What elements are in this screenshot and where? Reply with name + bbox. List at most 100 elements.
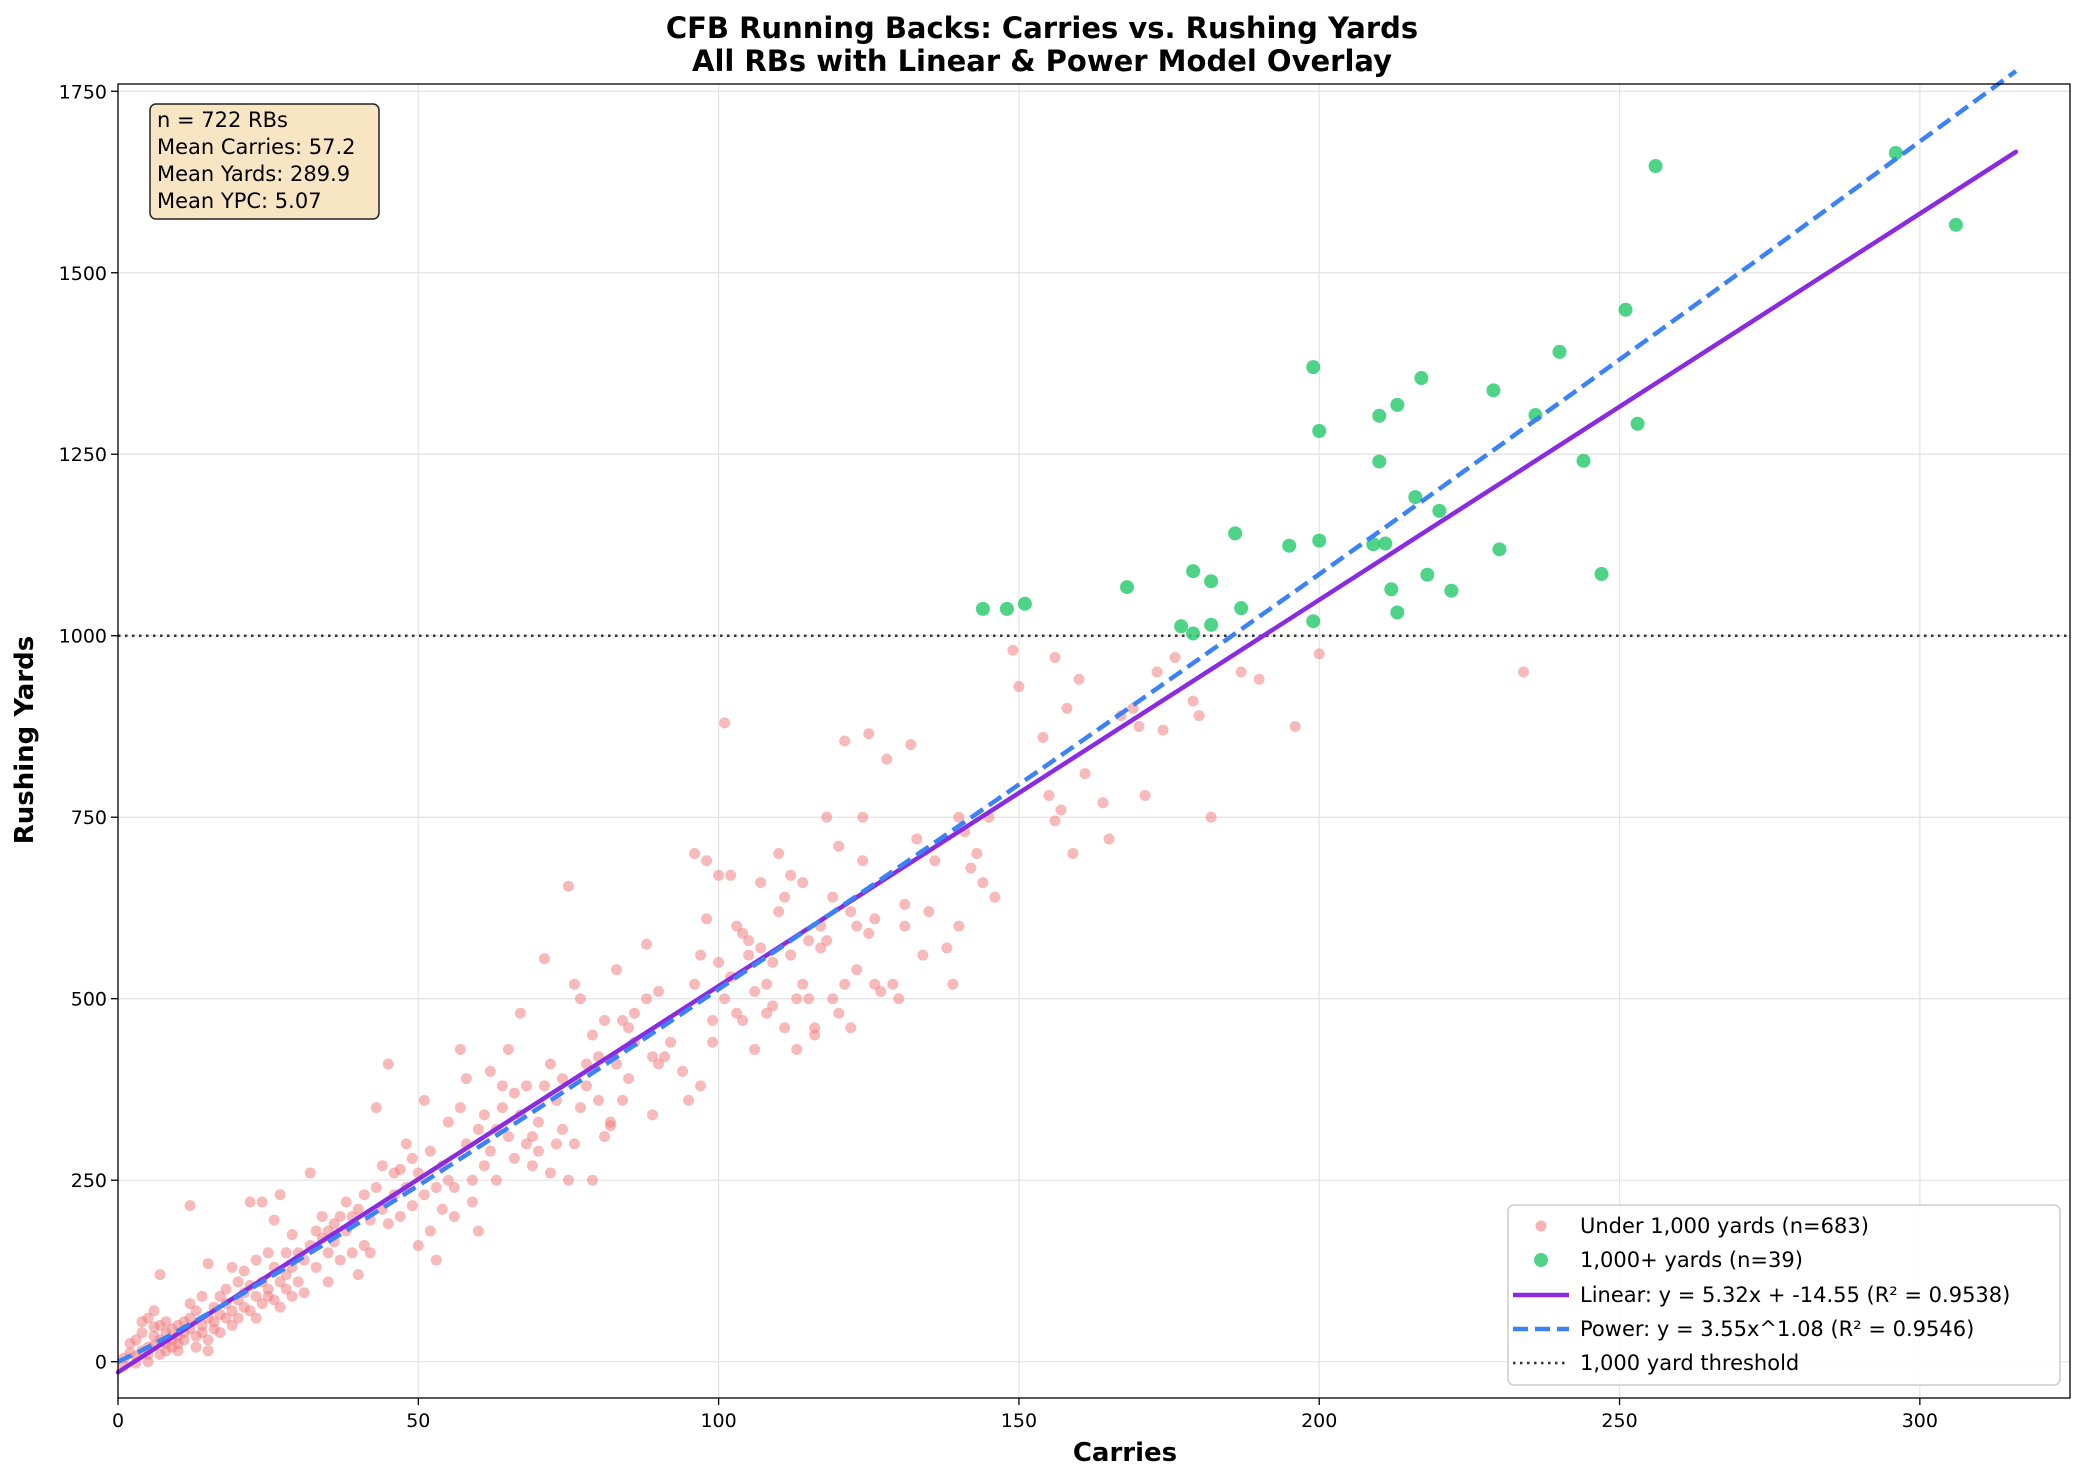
point-under-1000 [232,1312,244,1324]
point-under-1000 [839,735,851,747]
point-under-1000 [268,1294,280,1306]
point-under-1000 [1049,815,1061,827]
point-under-1000 [328,1218,340,1230]
point-under-1000 [905,739,917,751]
point-under-1000 [833,840,845,852]
point-under-1000 [538,953,550,965]
point-1000-plus [1306,614,1321,629]
point-under-1000 [400,1138,412,1150]
chart-title: CFB Running Backs: Carries vs. Rushing Y… [666,11,1418,45]
point-under-1000 [713,956,725,968]
point-under-1000 [695,1080,707,1092]
point-under-1000 [334,1254,346,1266]
point-1000-plus [1174,619,1189,634]
point-under-1000 [641,993,653,1005]
point-under-1000 [1151,666,1163,678]
y-tick-label: 1750 [59,81,107,103]
point-under-1000 [280,1283,292,1295]
point-under-1000 [280,1247,292,1259]
point-under-1000 [653,1058,665,1070]
point-under-1000 [629,1007,641,1019]
stats-box: n = 722 RBs Mean Carries: 57.2 Mean Yard… [149,103,380,220]
point-under-1000 [142,1312,154,1324]
y-tick-label: 1250 [59,444,107,466]
point-under-1000 [1043,789,1055,801]
x-tick-label: 0 [112,1410,124,1432]
point-under-1000 [220,1283,232,1295]
point-under-1000 [809,1029,821,1041]
point-1000-plus [1420,567,1435,582]
point-under-1000 [526,1160,538,1172]
point-under-1000 [1097,797,1109,809]
point-under-1000 [911,833,923,845]
point-under-1000 [406,1200,418,1212]
point-under-1000 [647,1051,659,1063]
point-under-1000 [869,913,881,925]
y-tick-label: 1000 [59,626,107,648]
point-under-1000 [394,1211,406,1223]
point-under-1000 [749,1044,761,1056]
point-under-1000 [1103,833,1115,845]
point-under-1000 [1037,731,1049,743]
point-under-1000 [791,1044,803,1056]
point-1000-plus [1618,302,1633,317]
point-under-1000 [466,1174,478,1186]
point-under-1000 [448,1181,460,1193]
point-under-1000 [791,993,803,1005]
point-under-1000 [250,1290,262,1302]
point-under-1000 [689,978,701,990]
point-under-1000 [424,1145,436,1157]
point-under-1000 [226,1261,238,1273]
point-under-1000 [274,1276,286,1288]
point-under-1000 [376,1160,388,1172]
x-tick-label: 300 [1902,1410,1938,1432]
point-under-1000 [490,1174,502,1186]
point-under-1000 [304,1167,316,1179]
point-under-1000 [725,869,737,881]
x-tick-label: 150 [1001,1410,1037,1432]
point-under-1000 [1193,710,1205,722]
point-under-1000 [496,1102,508,1114]
point-under-1000 [821,811,833,823]
point-under-1000 [665,1036,677,1048]
point-under-1000 [701,913,713,925]
point-under-1000 [160,1316,172,1328]
point-under-1000 [719,717,731,729]
point-under-1000 [358,1189,370,1201]
point-under-1000 [184,1200,196,1212]
point-under-1000 [592,1094,604,1106]
point-under-1000 [1169,652,1181,664]
point-under-1000 [520,1138,532,1150]
legend-marker-1000-plus [1534,1253,1548,1267]
point-under-1000 [508,1152,520,1164]
point-under-1000 [797,877,809,889]
point-under-1000 [202,1345,214,1357]
point-under-1000 [1133,720,1145,732]
point-under-1000 [1139,789,1151,801]
point-1000-plus [1120,580,1135,595]
legend-label-1000-plus: 1,000+ yards (n=39) [1580,1248,1803,1272]
point-1000-plus [1552,344,1567,359]
point-under-1000 [857,811,869,823]
point-under-1000 [466,1196,478,1208]
point-under-1000 [316,1211,328,1223]
point-under-1000 [574,993,586,1005]
point-under-1000 [773,848,785,860]
point-under-1000 [767,956,779,968]
point-under-1000 [370,1102,382,1114]
point-1000-plus [1888,145,1903,160]
point-under-1000 [544,1167,556,1179]
point-under-1000 [352,1203,364,1215]
point-under-1000 [154,1269,166,1281]
point-1000-plus [1204,617,1219,632]
point-under-1000 [827,993,839,1005]
point-under-1000 [965,862,977,874]
point-under-1000 [310,1225,322,1237]
point-under-1000 [623,1022,635,1034]
point-under-1000 [346,1247,358,1259]
point-under-1000 [196,1290,208,1302]
point-under-1000 [430,1254,442,1266]
point-under-1000 [1049,652,1061,664]
point-under-1000 [821,935,833,947]
point-under-1000 [677,1065,689,1077]
